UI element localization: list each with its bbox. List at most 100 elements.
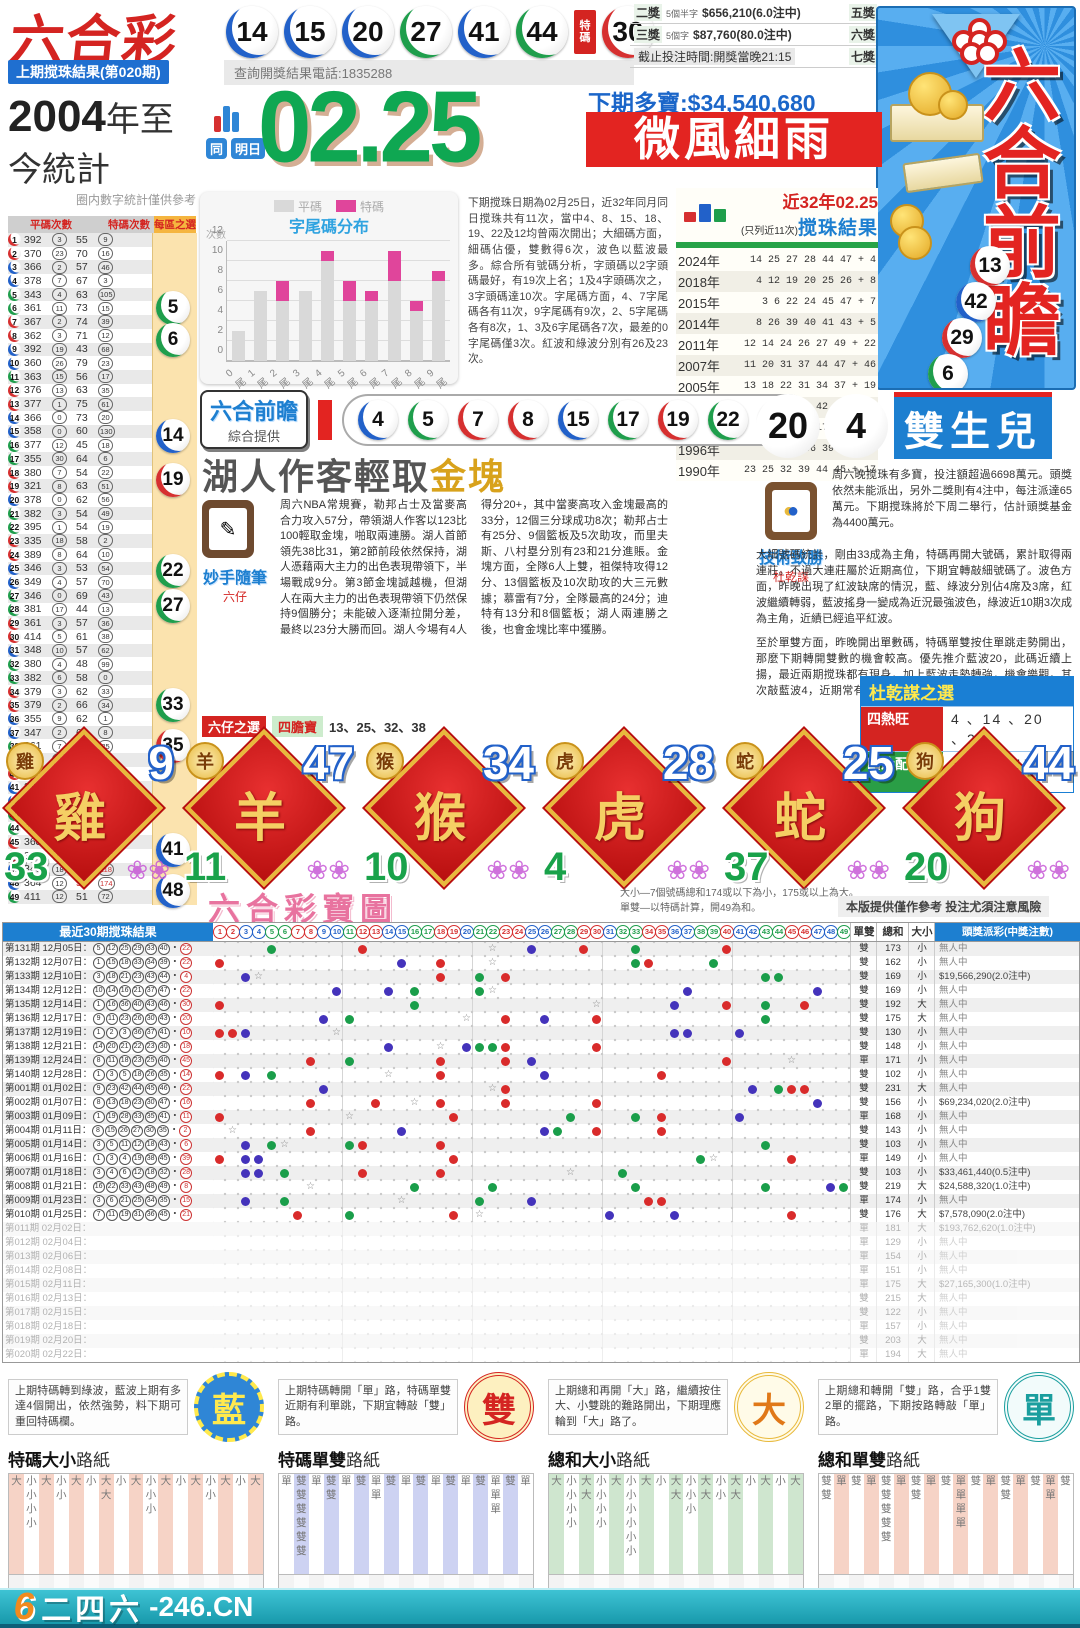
road-column: 單單	[370, 1475, 382, 1501]
picks-numbers: 13、25、32、38	[329, 720, 426, 735]
six-rings-icon	[944, 18, 1008, 65]
disclaimer: 本版提供僅作參考 投注尤須注意風險	[838, 896, 1050, 917]
flower-decoration: ❀❀	[846, 855, 890, 885]
previous-result-balls: 14 15 20 27 41 44 特碼 30	[226, 6, 654, 58]
tip-box: 上期總和轉開「雙」路，合乎1雙2單的擺路，下期按路轉敲「單」路。單	[818, 1372, 1074, 1442]
road-column: 大	[128, 1474, 144, 1574]
gridline	[227, 260, 450, 261]
chart-title: 字尾碼分布	[288, 219, 369, 236]
map-row: 第017期 02月15日：雙 122 小無人中	[3, 1306, 1079, 1320]
gold-coin-icon	[898, 226, 932, 260]
road-column: 大	[218, 1474, 234, 1574]
map-row: 第140期 12月28日： 1 3 5 18 26 35 ・ 14 ☆ 雙 102 小無人中	[3, 1068, 1079, 1082]
logo-six: 6	[11, 1585, 39, 1628]
twin-ball-4: 4	[824, 393, 888, 458]
pingma-segment	[365, 301, 379, 361]
num-header: 35	[655, 925, 669, 939]
tema-segment	[365, 291, 379, 301]
flower-decoration: ❀❀	[666, 855, 710, 885]
road-title: 總和大小路紙	[548, 1451, 650, 1470]
map-row: 第138期 12月21日： 14 20 21 22 23 30 ・ 18 ☆ 雙 148 小無人中	[3, 1040, 1079, 1054]
num-header: 2	[226, 925, 240, 939]
road-column: 大	[788, 1474, 803, 1574]
road-column: 雙	[413, 1474, 429, 1574]
logo-domain: -246.CN	[149, 1591, 254, 1622]
zodiac-cell: 雞雞 9 33 ❀❀	[4, 728, 176, 890]
bar-0尾	[231, 331, 245, 361]
stats-row: 25 346 3 53 54	[8, 561, 152, 576]
footer-banner: 6 二四六 -246.CN	[0, 1585, 1080, 1628]
road-column: 雙雙	[323, 1474, 339, 1574]
stats-row: 14 366 0 73 20	[8, 411, 152, 425]
num-header: 16	[408, 925, 422, 939]
road-column: 大大	[728, 1474, 744, 1574]
stats-row: 26 349 4 57 70	[8, 575, 152, 589]
road-column: 雙	[503, 1474, 518, 1574]
clipboard-icon: ● ●	[765, 482, 817, 540]
zodiac-animal-glyph: 猴	[413, 790, 466, 848]
headline-gray: 湖人作客輕取	[202, 456, 431, 497]
tema-segment	[343, 281, 357, 301]
stats-title: 2004年至今統計	[8, 92, 196, 191]
num-header: 1	[213, 925, 227, 939]
tip-box: 上期特碼轉到綠波，藍波上期有多達4個開出，依然強勢，料下期可重回特碼欄。藍	[8, 1372, 264, 1442]
zodiac-animal-glyph: 狗	[953, 790, 1006, 848]
column-name: 妙手隨筆	[202, 570, 267, 587]
history-row: 2015年 3 6 22 24 45 47 + 7	[678, 296, 876, 311]
tip-badge: 單	[1004, 1372, 1074, 1442]
previous-draw-label: 上期搅珠結果(第020期)	[8, 60, 169, 84]
chart-ylabel: 次數	[206, 230, 226, 241]
num-header: 4	[252, 925, 266, 939]
tag-same: 同	[206, 138, 228, 159]
road-column: 雙	[851, 1475, 862, 1487]
picks-label: 六仔之選	[202, 716, 267, 737]
y-tick: 12	[211, 225, 223, 236]
map-row: 第016期 02月13日：雙 215 大無人中	[3, 1292, 1079, 1306]
six-picks-line: 六仔之選 四膽寶 13、25、32、38	[202, 716, 426, 737]
num-header: 25	[525, 925, 539, 939]
road-column: 小小小	[685, 1475, 697, 1515]
num-header: 48	[824, 925, 838, 939]
num-header: 30	[590, 925, 604, 939]
map-note-1: 大小—7個號碼總和174或以下為小，175或以上為大。	[620, 888, 859, 899]
zone-pick-ball: 33	[156, 687, 190, 722]
map-title: 六合彩寶圖	[208, 891, 399, 927]
stats-header: 平碼次數 特碼次數 每區之選	[8, 216, 196, 233]
history-row: 2018年 4 12 19 20 25 26 + 8	[676, 271, 878, 292]
road-column: 雙雙	[821, 1475, 832, 1501]
bar-9尾	[432, 271, 446, 361]
zodiac-badge: 雞	[6, 742, 44, 780]
bar-1尾	[253, 291, 267, 361]
zodiac-alt-number: 33	[4, 845, 49, 889]
road-column: 單	[1013, 1474, 1029, 1574]
map-row: 第139期 12月24日： 8 11 18 23 25 40 ・ 45 ☆ 單 171 小無人中	[3, 1054, 1079, 1068]
result-ball: 15	[284, 6, 336, 58]
column-author: 六仔	[222, 590, 247, 604]
zodiac-main-number: 25	[842, 737, 894, 789]
road-column: 大	[158, 1474, 174, 1574]
road-column: 大	[248, 1474, 263, 1574]
x-tick: 8尾	[402, 367, 428, 392]
forecast-ball: 7	[458, 399, 499, 440]
road-column: 小小小小	[596, 1475, 607, 1529]
pick-balls: 5 6 14 19 22 27 33 35 41 48	[152, 233, 196, 909]
chart-plot-area: 0 2 4 6 8 10 12	[212, 225, 450, 362]
map-row: 第137期 12月19日： 1 2 3 36 37 41 ・ 10 ☆ 雙 130 小無人中	[3, 1026, 1079, 1040]
col-payout: 頭獎派彩(中獎注數)	[934, 923, 1080, 941]
map-table-header: 最近30期搅珠結果 1 2 3 4 5 6 7 8 9 10 11 12 13 14 15 16 17 18 19 2…	[3, 923, 1080, 942]
map-row: 第012期 02月04日：單 129 小無人中	[3, 1236, 1079, 1250]
mini-chart-icon	[212, 88, 246, 132]
prize-cell: 三獎 5個字 $87,760(80.0注中)	[634, 26, 792, 43]
stats-row: 32 380 4 48 99	[8, 657, 152, 671]
map-row: 第136期 12月17日： 9 11 23 26 30 43 ・ 20 ☆ 雙 175 大無人中	[3, 1012, 1079, 1026]
result-ball: 41	[458, 6, 510, 58]
map-note-2: 單雙—以特碼計算，開49為和。	[620, 903, 762, 914]
nba-article: 周六NBA常規賽，勒邦占士及當麥高合力攻入57分，帶領湖人作客以123比100輕…	[280, 499, 668, 636]
forecast-ball: 17	[608, 399, 649, 440]
num-header: 6	[278, 925, 292, 939]
stats-row: 16 377 12 45 18	[8, 438, 152, 452]
history-result-label: 搅珠結果	[797, 218, 878, 239]
gridline	[227, 320, 450, 321]
map-row: 第007期 01月18日： 3 4 6 12 18 32 ・ 28 ☆ 雙 103 小 $33,461,4…	[3, 1166, 1079, 1180]
